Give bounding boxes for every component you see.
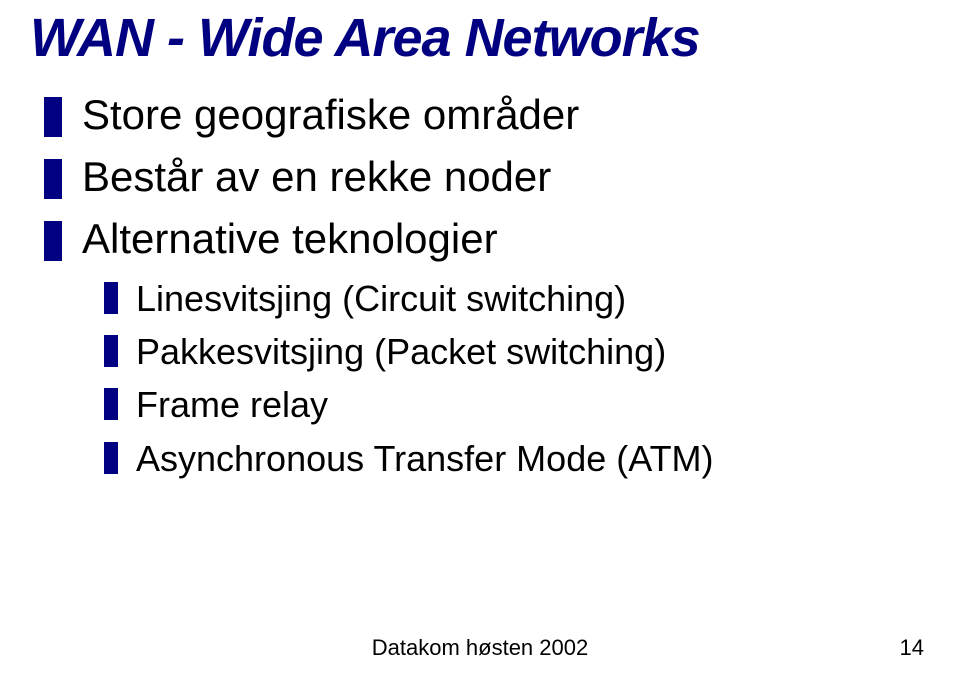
footer-text: Datakom høsten 2002 [0, 635, 960, 661]
list-item-label: Pakkesvitsjing (Packet switching) [136, 331, 666, 372]
list-item-label: Linesvitsjing (Circuit switching) [136, 278, 626, 319]
list-item-label: Består av en rekke noder [82, 153, 551, 201]
list-item: Pakkesvitsjing (Packet switching) [104, 331, 930, 372]
slide: WAN - Wide Area Networks Store geografis… [0, 0, 960, 683]
bullet-icon [44, 159, 62, 199]
slide-title: WAN - Wide Area Networks [30, 10, 930, 67]
bullet-icon [104, 335, 118, 367]
list-item-label: Asynchronous Transfer Mode (ATM) [136, 438, 714, 479]
page-number: 14 [900, 635, 924, 661]
bullet-icon [44, 97, 62, 137]
list-item-label: Store geografiske områder [82, 91, 579, 139]
list-item: Asynchronous Transfer Mode (ATM) [104, 438, 930, 479]
list-item-label: Alternative teknologier [82, 215, 498, 263]
list-item: Linesvitsjing (Circuit switching) [104, 278, 930, 319]
list-item-label: Frame relay [136, 384, 328, 425]
bullet-icon [104, 442, 118, 474]
list-item: Består av en rekke noder [44, 153, 930, 201]
list-item: Frame relay [104, 384, 930, 425]
bullet-icon [104, 388, 118, 420]
list-item: Store geografiske områder [44, 91, 930, 139]
bullet-icon [44, 221, 62, 261]
list-item: Alternative teknologier [44, 215, 930, 263]
bullet-icon [104, 282, 118, 314]
bullet-list: Store geografiske områder Består av en r… [30, 91, 930, 479]
